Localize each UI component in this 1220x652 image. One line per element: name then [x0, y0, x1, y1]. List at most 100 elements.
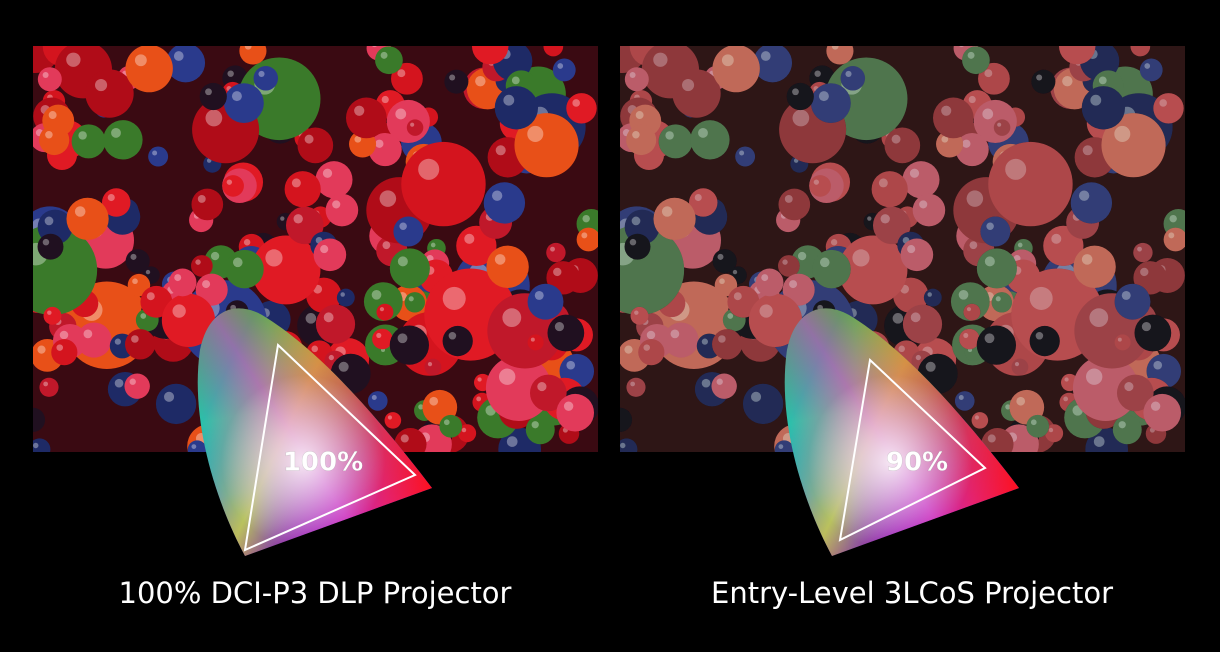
- fruit-highlight: [131, 335, 139, 343]
- fruit-highlight: [231, 91, 242, 102]
- fruit-highlight: [1098, 76, 1107, 85]
- fruit-highlight: [974, 415, 980, 420]
- fruit-highlight: [919, 200, 928, 209]
- fruit-highlight: [1066, 35, 1075, 44]
- fruit-highlight: [291, 178, 301, 188]
- fruit-highlight: [557, 63, 564, 69]
- fruit-highlight: [727, 313, 734, 319]
- fruit-highlight: [910, 312, 921, 323]
- fruit-shape: [125, 46, 173, 93]
- fruit-shape: [620, 438, 638, 452]
- fruit-shape: [912, 193, 946, 227]
- fruit-highlight: [380, 51, 388, 59]
- fruit-shape: [389, 325, 430, 365]
- fruit-highlight: [1144, 63, 1151, 69]
- fruit-shape: [101, 188, 131, 217]
- fruit-highlight: [682, 79, 695, 92]
- fruit-shape: [884, 127, 921, 164]
- fruit-shape: [1134, 314, 1172, 352]
- fruit-highlight: [304, 134, 314, 144]
- fruit-shape: [127, 273, 151, 297]
- fruit-highlight: [397, 333, 408, 344]
- fruit-shape: [39, 377, 59, 397]
- fruit-highlight: [479, 35, 488, 44]
- fruit-highlight: [51, 35, 61, 45]
- fruit-shape: [871, 171, 908, 208]
- fruit-highlight: [984, 69, 993, 78]
- fruit-shape: [471, 46, 509, 65]
- fruit-highlight: [210, 251, 220, 261]
- fruit-highlight: [305, 313, 317, 324]
- fruit-highlight: [195, 259, 201, 265]
- fruit-shape: [76, 322, 112, 358]
- fruit-highlight: [78, 131, 87, 140]
- fruit-shape: [367, 391, 388, 411]
- fruit-shape: [963, 303, 981, 321]
- fruit-shape: [191, 255, 213, 277]
- fruit-highlight: [694, 193, 702, 202]
- fruit-highlight: [371, 395, 377, 400]
- fruit-highlight: [986, 222, 994, 230]
- fruit-shape: [285, 206, 324, 245]
- fruit-shape: [124, 373, 150, 399]
- fruit-shape: [712, 249, 737, 274]
- fruit-shape: [458, 424, 477, 443]
- fruit-highlight: [44, 216, 54, 226]
- fruit-shape: [546, 242, 566, 263]
- fruit-shape: [638, 339, 665, 366]
- caption: Entry-Level 3LCoS Projector: [711, 576, 1113, 610]
- fruit-highlight: [1169, 214, 1177, 223]
- gamut-label: 90%: [886, 448, 948, 478]
- fruit-highlight: [784, 194, 793, 203]
- fruit-shape: [525, 415, 555, 445]
- fruit-highlight: [958, 395, 964, 400]
- fruit-shape: [976, 325, 1017, 365]
- fruit-shape: [1112, 415, 1142, 445]
- fruit-highlight: [408, 296, 414, 302]
- fruit-shape: [566, 93, 597, 124]
- fruit-shape: [672, 69, 721, 118]
- fruit-shape: [125, 329, 156, 360]
- fruit-highlight: [1153, 360, 1163, 370]
- fruit-shape: [222, 175, 244, 197]
- fruit-highlight: [631, 216, 641, 226]
- fruit-shape: [1070, 182, 1113, 224]
- fruit-highlight: [491, 190, 503, 201]
- fruit-shape: [384, 412, 402, 429]
- fruit-shape: [372, 328, 393, 350]
- fruit-shape: [1153, 93, 1184, 124]
- fruit-highlight: [959, 46, 964, 48]
- fruit-highlight: [502, 308, 522, 328]
- fruit-highlight: [716, 378, 723, 385]
- fruit-highlight: [819, 257, 830, 268]
- fruit-highlight: [830, 239, 838, 246]
- fruit-highlight: [698, 127, 708, 138]
- fruit-shape: [576, 227, 598, 252]
- fruit-highlight: [909, 168, 920, 178]
- fruit-highlight: [495, 145, 506, 156]
- fruit-highlight: [27, 290, 33, 296]
- fruit-highlight: [475, 75, 486, 87]
- fruit-highlight: [381, 95, 389, 104]
- fruit-shape: [991, 292, 1013, 313]
- fruit-highlight: [995, 296, 1001, 302]
- fruit-highlight: [941, 135, 949, 143]
- fruit-highlight: [629, 238, 637, 246]
- fruit-highlight: [340, 292, 345, 297]
- fruit-shape: [199, 82, 227, 111]
- fruit-highlight: [130, 253, 137, 260]
- fruit-shape: [66, 197, 109, 240]
- fruit-shape: [37, 233, 64, 260]
- fruit-shape: [1081, 86, 1126, 130]
- fruit-shape: [1073, 245, 1116, 289]
- fruit-shape: [1011, 358, 1029, 376]
- fruit-shape: [1031, 69, 1056, 94]
- fruit-shape: [840, 66, 866, 91]
- fruit-shape: [187, 440, 207, 452]
- fruit-highlight: [1140, 267, 1149, 277]
- fruit-highlight: [191, 444, 197, 449]
- fruit-highlight: [852, 249, 870, 267]
- fruit-highlight: [1081, 254, 1093, 265]
- fruit-highlight: [21, 34, 33, 46]
- fruit-highlight: [1005, 404, 1011, 410]
